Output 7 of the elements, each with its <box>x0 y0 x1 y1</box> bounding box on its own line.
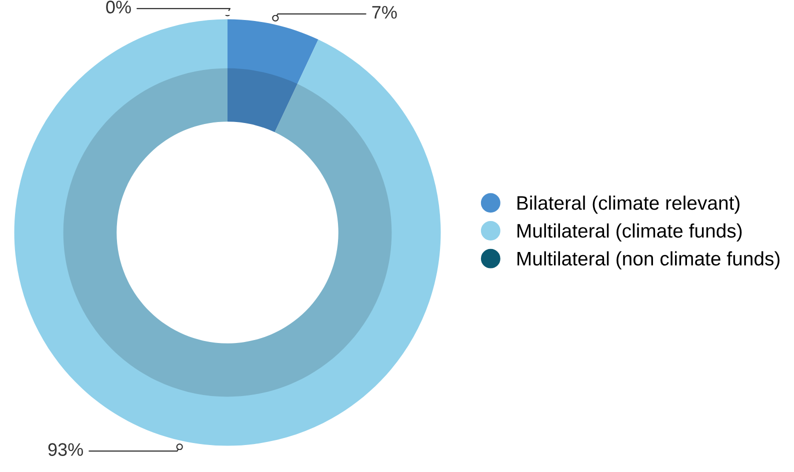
legend-label: Bilateral (climate relevant) <box>518 196 740 214</box>
data-label: 7% <box>372 6 397 19</box>
text: 0% <box>106 0 131 14</box>
donut-slice <box>228 19 318 132</box>
legend-label: Multilateral (climate funds) <box>518 223 742 242</box>
data-label: 93% <box>48 443 83 456</box>
legend-label: Multilateral (non climate funds) <box>518 251 780 270</box>
